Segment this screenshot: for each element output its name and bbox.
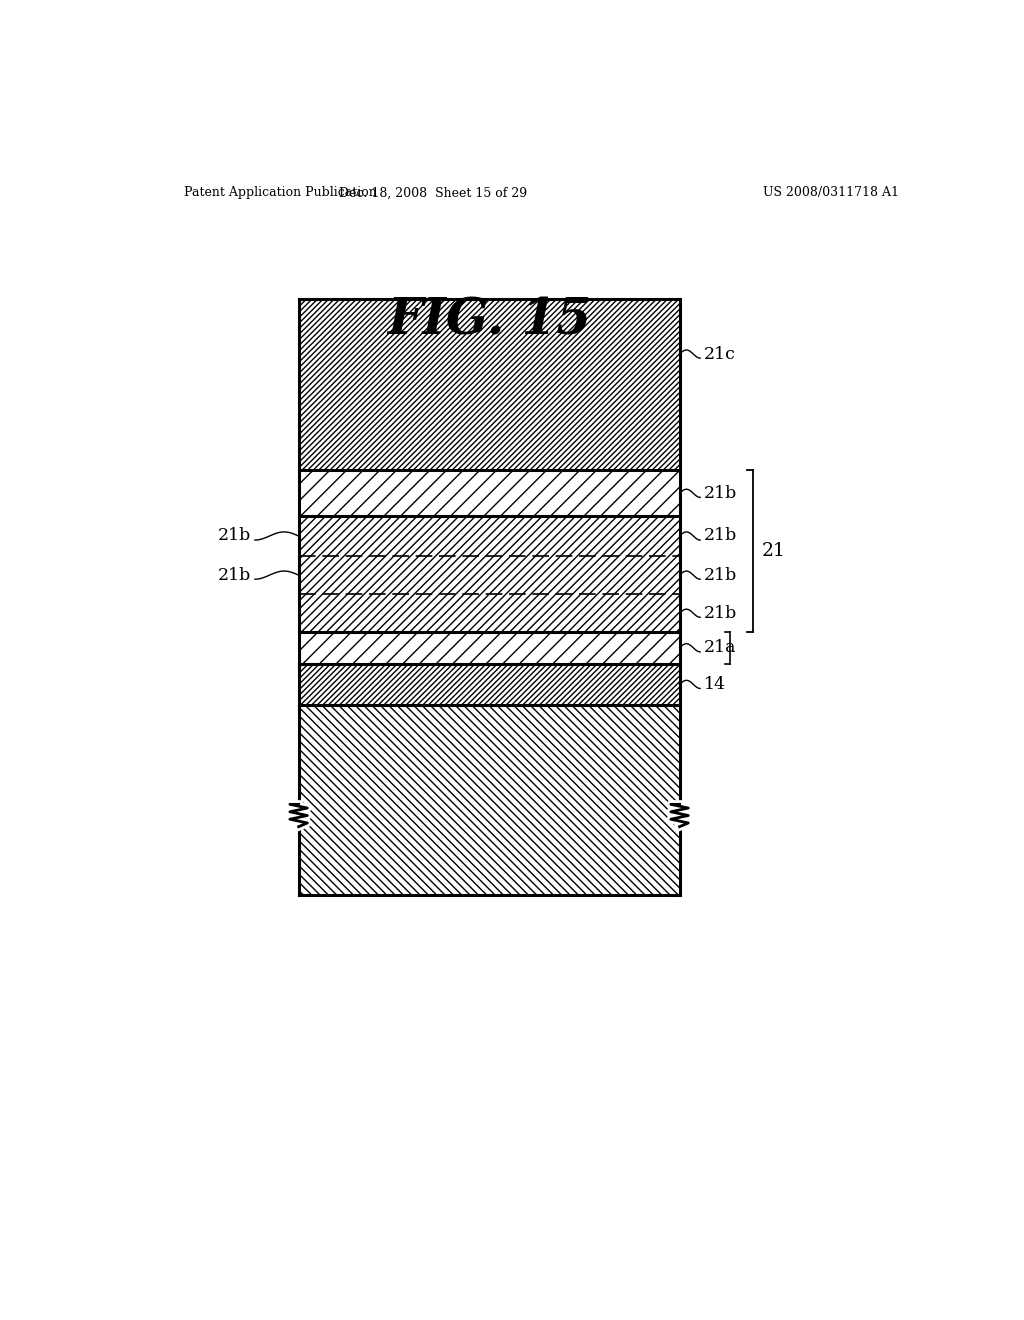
- Bar: [299, 705, 680, 895]
- Bar: [299, 470, 680, 516]
- Text: Dec. 18, 2008  Sheet 15 of 29: Dec. 18, 2008 Sheet 15 of 29: [340, 186, 527, 199]
- Text: 21b: 21b: [705, 528, 737, 544]
- Text: 21b: 21b: [705, 566, 737, 583]
- Text: 21: 21: [761, 543, 785, 560]
- Text: 21b: 21b: [705, 605, 737, 622]
- Bar: [299, 298, 680, 470]
- Text: FIG. 15: FIG. 15: [387, 297, 591, 346]
- Text: 21b: 21b: [218, 566, 251, 583]
- Bar: [299, 516, 680, 632]
- Text: US 2008/0311718 A1: US 2008/0311718 A1: [763, 186, 899, 199]
- Text: 21b: 21b: [705, 484, 737, 502]
- Bar: [299, 664, 680, 705]
- Text: 14: 14: [705, 676, 726, 693]
- Text: 21c: 21c: [705, 346, 736, 363]
- Bar: [299, 632, 680, 664]
- Text: Patent Application Publication: Patent Application Publication: [183, 186, 376, 199]
- Text: 21a: 21a: [705, 639, 736, 656]
- Text: 21b: 21b: [218, 528, 251, 544]
